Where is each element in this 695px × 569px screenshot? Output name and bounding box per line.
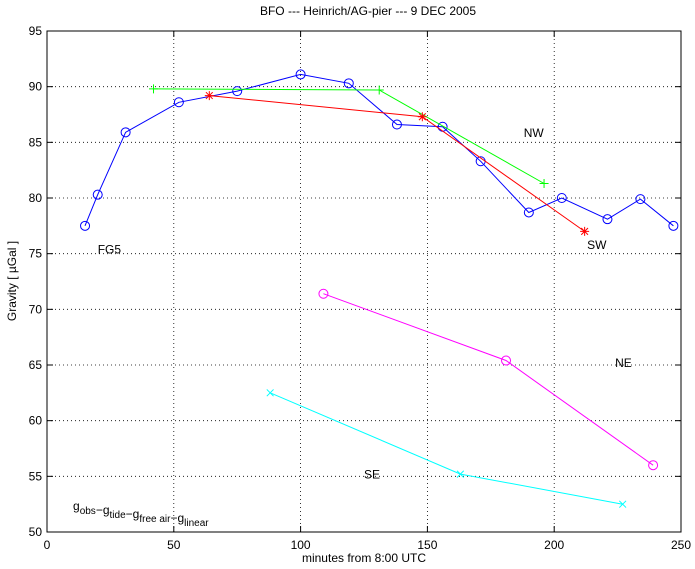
grid [47, 31, 681, 532]
data-point [391, 119, 402, 130]
series-label-fg5: FG5 [98, 243, 122, 257]
y-tick-label: 60 [29, 414, 43, 428]
y-tick-label: 75 [29, 247, 43, 261]
y-tick-label: 55 [29, 469, 43, 483]
data-point [232, 86, 243, 97]
data-point [539, 179, 549, 189]
y-tick-label: 90 [29, 80, 43, 94]
y-tick-label: 85 [29, 135, 43, 149]
formula-sign: − [170, 511, 177, 525]
formula-symbol: g [133, 507, 140, 521]
data-point [343, 78, 354, 89]
y-axis-label: Gravity [ µGal ] [5, 241, 19, 321]
y-tick-label: 80 [29, 191, 43, 205]
data-point [648, 460, 659, 471]
data-point [417, 112, 427, 122]
series-se [266, 389, 627, 508]
formula-symbol: g [103, 503, 110, 517]
formula-annotation: gobs−gtide−gfree air−glinear [73, 499, 209, 529]
data-point [456, 470, 465, 478]
series-line [323, 293, 654, 466]
formula-sign: − [126, 507, 133, 521]
x-tick-label: 250 [671, 538, 691, 552]
formula-subscript: tide [110, 510, 127, 521]
x-tick-label: 50 [167, 538, 181, 552]
x-tick-label: 200 [544, 538, 564, 552]
formula-symbol: g [177, 511, 184, 525]
data-point [635, 194, 646, 205]
formula-subscript: free air [139, 514, 171, 525]
data-point [602, 214, 613, 225]
series-label-ne: NE [615, 356, 632, 370]
formula-subscript: linear [184, 518, 209, 529]
data-point [318, 288, 329, 299]
y-tick-label: 95 [29, 24, 43, 38]
y-tick-label: 65 [29, 358, 43, 372]
data-point [173, 97, 184, 108]
y-tick-label: 50 [29, 525, 43, 539]
data-point [556, 193, 567, 203]
chart-title: BFO --- Heinrich/AG-pier --- 9 DEC 2005 [260, 4, 476, 18]
x-tick-label: 150 [417, 538, 437, 552]
data-point [80, 220, 91, 231]
x-axis-label: minutes from 8:00 UTC [302, 551, 426, 565]
series-label-nw: NW [524, 126, 545, 140]
series-sw [204, 91, 590, 236]
data-point [92, 189, 103, 200]
series-nw [149, 84, 549, 189]
series-labels: FG5 NW SW NE SE [98, 126, 632, 482]
data-series [80, 69, 679, 508]
series-label-se: SE [364, 468, 380, 482]
y-tick-label: 70 [29, 302, 43, 316]
series-label-sw: SW [587, 238, 607, 252]
x-tick-label: 100 [291, 538, 311, 552]
series-ne [318, 288, 659, 471]
series-line [84, 73, 674, 227]
data-point [374, 85, 384, 95]
data-point [266, 389, 274, 397]
x-tick-label: 0 [44, 538, 51, 552]
data-point [295, 69, 306, 80]
data-point [120, 127, 131, 138]
data-point [149, 84, 159, 94]
data-point [501, 355, 512, 366]
data-point [618, 500, 627, 508]
plot-frame [46, 30, 682, 533]
data-point [204, 91, 214, 101]
formula-subscript: obs [80, 506, 96, 517]
data-point [668, 220, 679, 231]
data-point [523, 207, 534, 218]
formula-symbol: g [73, 499, 80, 513]
formula-sign: − [96, 503, 103, 517]
data-point [580, 226, 590, 236]
